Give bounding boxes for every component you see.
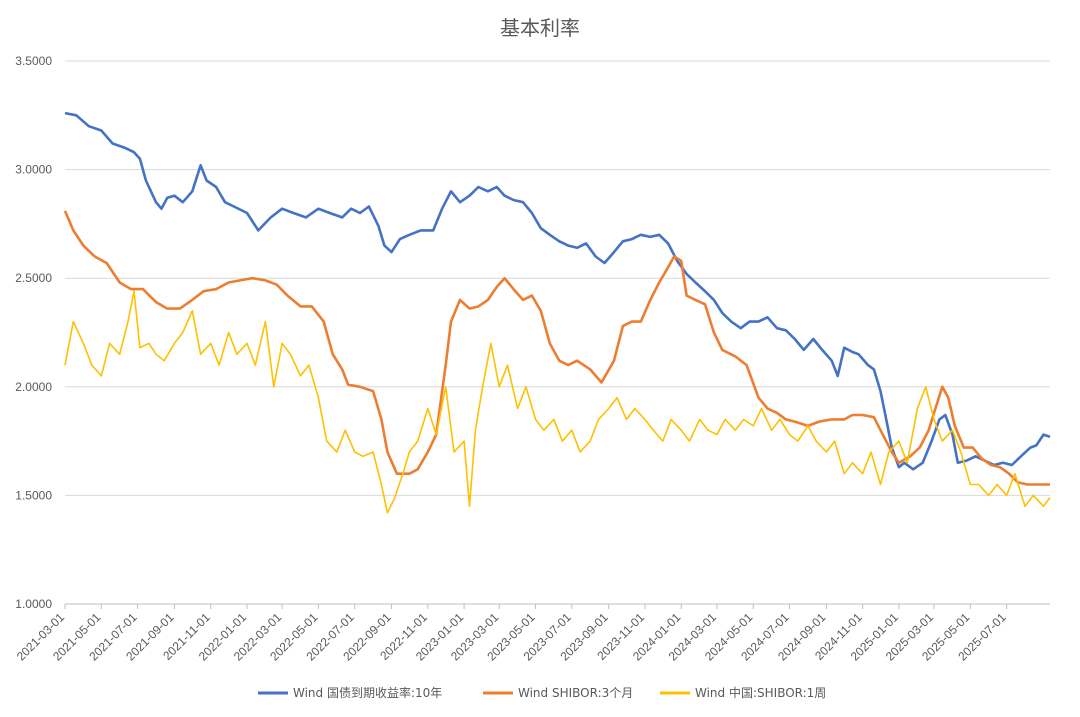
series-layer bbox=[63, 111, 1051, 514]
legend-item-2[interactable]: Wind SHIBOR:3个月 bbox=[483, 686, 633, 700]
legend-label: Wind 中国:SHIBOR:1周 bbox=[695, 685, 826, 700]
legend-item-1[interactable]: Wind 国债到期收益率:10年 bbox=[258, 685, 442, 700]
y-tick-label: 3.0000 bbox=[15, 163, 52, 177]
legend[interactable]: Wind 国债到期收益率:10年 Wind SHIBOR:3个月 Wind 中国:S… bbox=[258, 685, 826, 700]
y-tick-label: 1.0000 bbox=[15, 597, 52, 611]
legend-label: Wind SHIBOR:3个月 bbox=[518, 686, 633, 700]
legend-item-3[interactable]: Wind 中国:SHIBOR:1周 bbox=[660, 685, 826, 700]
series-line-2 bbox=[63, 210, 1050, 486]
x-axis-ticks: 2021-03-012021-05-012021-07-012021-09-01… bbox=[14, 604, 1009, 664]
series-line-3 bbox=[64, 290, 1051, 514]
y-tick-label: 3.5000 bbox=[15, 54, 52, 68]
y-tick-label: 2.5000 bbox=[15, 271, 52, 285]
y-tick-label: 1.5000 bbox=[15, 488, 52, 502]
legend-label: Wind 国债到期收益率:10年 bbox=[293, 685, 442, 700]
chart-title: 基本利率 bbox=[500, 16, 580, 40]
y-axis-ticks: 1.0000 1.5000 2.0000 2.5000 3.0000 3.5000 bbox=[15, 54, 52, 611]
series-line-1 bbox=[64, 111, 1051, 471]
grid-layer bbox=[65, 60, 1050, 605]
y-tick-label: 2.0000 bbox=[15, 380, 52, 394]
